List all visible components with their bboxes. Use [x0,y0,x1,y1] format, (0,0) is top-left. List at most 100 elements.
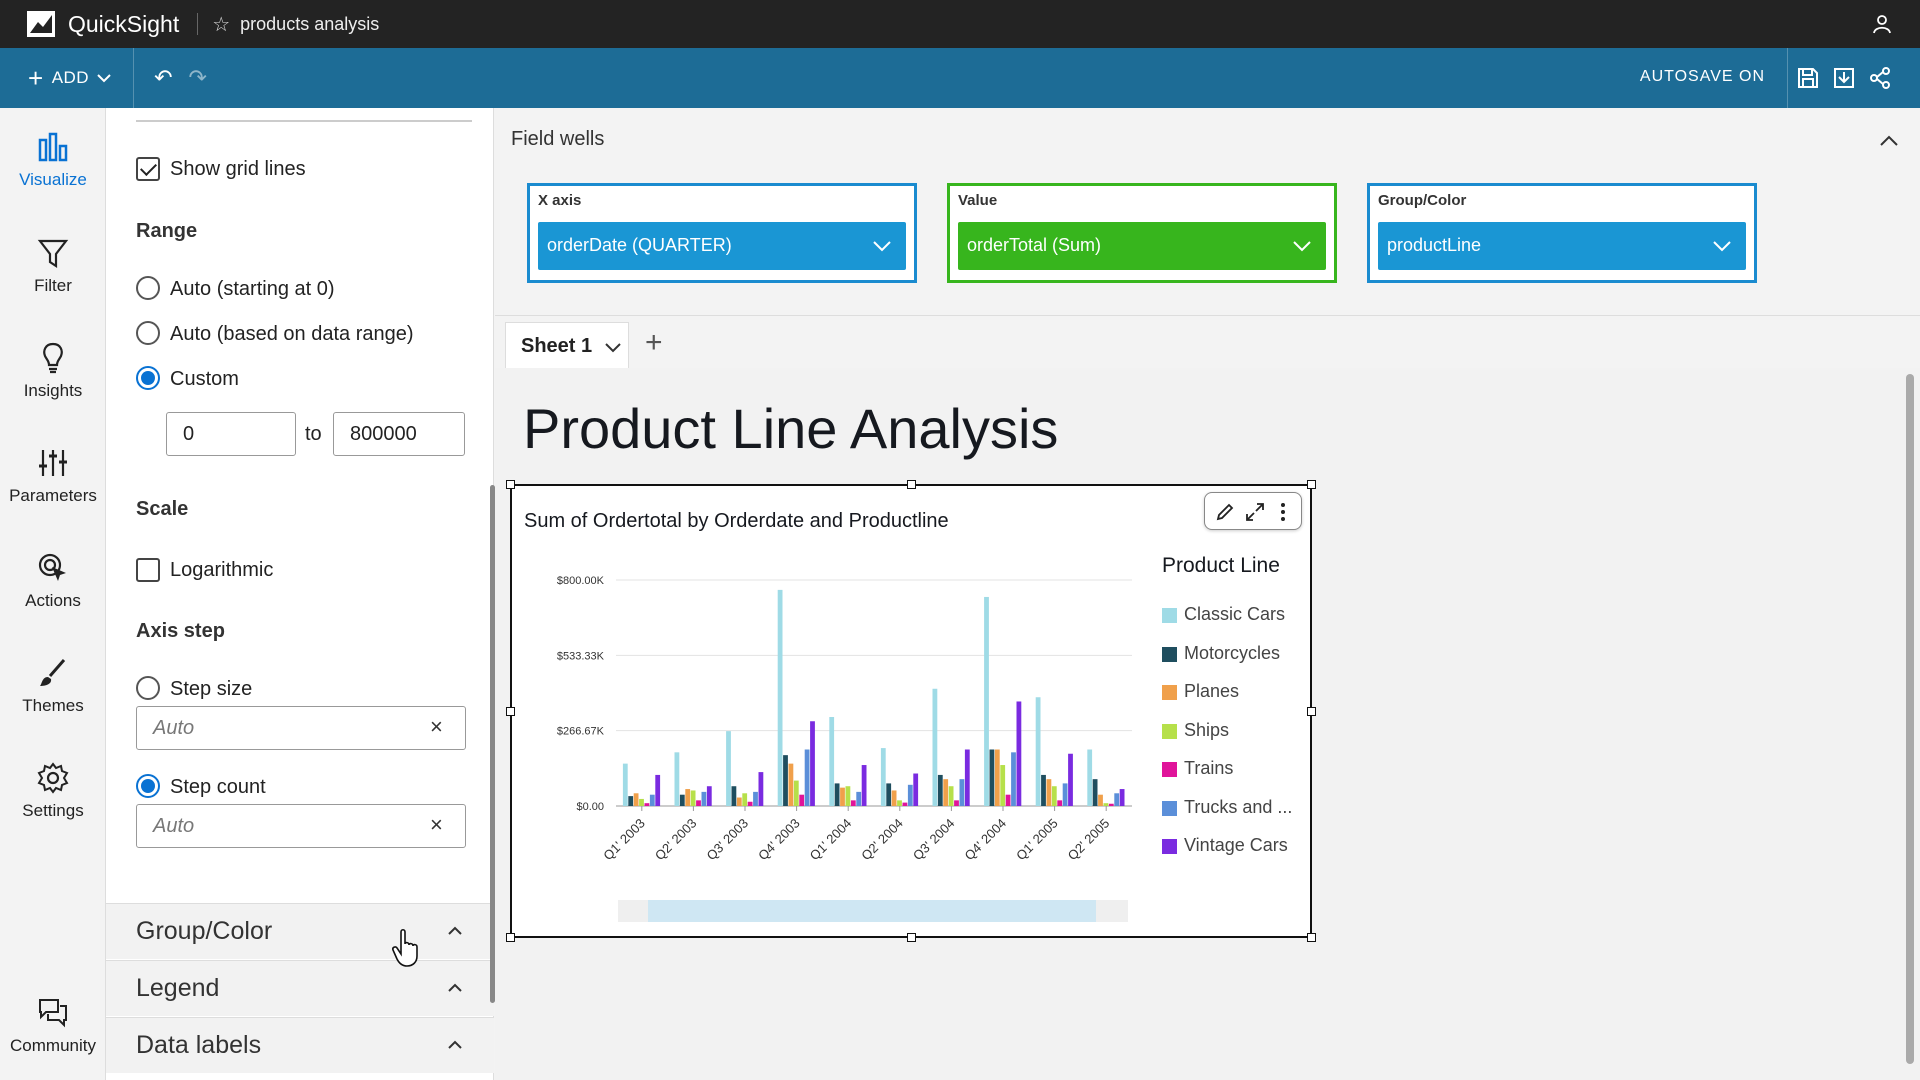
range-auto-data-radio[interactable] [136,321,160,345]
bar [1035,697,1041,806]
chart-title: Sum of Ordertotal by Orderdate and Produ… [524,510,949,532]
field-pill-group-color[interactable]: productLine [1378,222,1746,270]
bar [1092,779,1098,806]
resize-handle[interactable] [1307,707,1316,716]
bar [799,794,805,806]
bar [1057,800,1063,806]
axis-step-heading: Axis step [136,620,225,642]
bar [747,801,753,806]
nav-settings[interactable]: Settings [0,761,106,821]
visual-bar-chart[interactable]: Sum of Ordertotal by Orderdate and Produ… [506,480,1316,942]
step-size-radio[interactable] [136,676,160,700]
nav-insights[interactable]: Insights [0,341,106,401]
nav-actions[interactable]: Actions [0,551,106,611]
section-legend[interactable]: Legend [106,960,494,1016]
autosave-toggle[interactable]: AUTOSAVE ON [1639,68,1765,85]
properties-panel: Show grid lines Range Auto (starting at … [106,108,494,1080]
bar [1041,774,1046,806]
range-auto-zero-radio[interactable] [136,276,160,300]
bar [1051,786,1057,806]
add-button[interactable]: + ADD [28,65,111,91]
top-bar: QuickSight ☆ products analysis [0,0,1920,48]
bar [777,589,783,806]
add-sheet-button[interactable]: + [645,326,663,359]
more-options-icon[interactable] [1277,502,1289,522]
redo-icon[interactable]: ↷ [188,65,207,90]
star-icon[interactable]: ☆ [212,13,231,36]
bar [674,752,680,806]
resize-handle[interactable] [506,933,515,942]
bar [932,688,938,806]
section-data-labels[interactable]: Data labels [106,1017,494,1073]
expand-icon[interactable] [1245,502,1265,522]
bar [948,786,954,806]
resize-handle[interactable] [1307,480,1316,489]
range-custom-radio[interactable] [136,366,160,390]
nav-filter[interactable]: Filter [0,236,106,296]
x-tick-label: Q2' 2003 [652,816,700,864]
range-max-input[interactable]: 800000 [333,412,465,456]
chevron-up-icon[interactable] [1878,130,1900,152]
sheet-title[interactable]: Product Line Analysis [523,397,1059,460]
save-icon[interactable] [1796,66,1820,90]
bar [753,791,758,806]
resize-handle[interactable] [907,933,916,942]
resize-handle[interactable] [506,480,515,489]
clear-step-count-icon[interactable]: × [430,812,443,837]
chevron-down-icon [1713,241,1731,252]
nav-parameters[interactable]: Parameters [0,446,106,506]
clear-step-size-icon[interactable]: × [430,714,443,739]
legend-label: Planes [1184,681,1240,701]
user-icon[interactable] [1872,14,1892,34]
show-grid-lines-checkbox[interactable] [136,157,160,181]
resize-handle[interactable] [506,707,515,716]
range-auto-zero-label: Auto (starting at 0) [170,278,335,300]
app-brand[interactable]: QuickSight [68,10,180,37]
step-count-radio[interactable] [136,774,160,798]
bar [622,763,628,806]
export-icon[interactable] [1832,66,1856,90]
nav-themes[interactable]: Themes [0,656,106,716]
resize-handle[interactable] [1307,933,1316,942]
nav-visualize[interactable]: Visualize [0,130,106,190]
cursor-click-icon [38,553,66,581]
bar [989,749,995,806]
bar [758,772,764,806]
bar [1108,803,1114,806]
x-tick-label: Q2' 2004 [858,816,906,864]
bar [788,763,794,806]
field-pill-x-axis[interactable]: orderDate (QUARTER) [538,222,906,270]
nav-label: Themes [22,696,84,715]
legend-swatch [1162,685,1177,700]
chat-icon [39,999,67,1028]
share-icon[interactable] [1868,66,1892,90]
chart-horizontal-scrollbar[interactable] [618,900,1128,922]
edit-icon[interactable] [1215,502,1235,522]
step-count-input[interactable]: Auto [136,804,466,848]
bar [804,749,810,806]
range-min-input[interactable]: 0 [166,412,296,456]
chevron-down-icon[interactable] [604,338,622,356]
resize-handle[interactable] [907,480,916,489]
logarithmic-checkbox[interactable] [136,558,160,582]
field-name: orderTotal (Sum) [967,235,1102,255]
field-pill-value[interactable]: orderTotal (Sum) [958,222,1326,270]
well-label: Value [958,192,998,209]
visual-menu [1204,492,1302,530]
section-group-color[interactable]: Group/Color [106,903,494,959]
analysis-title[interactable]: products analysis [240,13,380,34]
bar [954,800,959,806]
scrollbar-thumb[interactable] [648,900,1096,922]
well-label: X axis [538,192,582,209]
undo-icon[interactable]: ↶ [154,65,173,90]
tab-sheet-1[interactable]: Sheet 1 [505,322,629,368]
bar [1016,701,1022,806]
nav-label: Filter [34,276,72,295]
panel-scrollbar[interactable] [490,485,495,1003]
x-tick-label: Q3' 2004 [910,816,958,864]
bar [810,721,815,806]
canvas-scrollbar[interactable] [1906,374,1914,1064]
step-size-input[interactable]: Auto [136,706,466,750]
nav-community[interactable]: Community [0,996,106,1056]
range-heading: Range [136,220,198,242]
